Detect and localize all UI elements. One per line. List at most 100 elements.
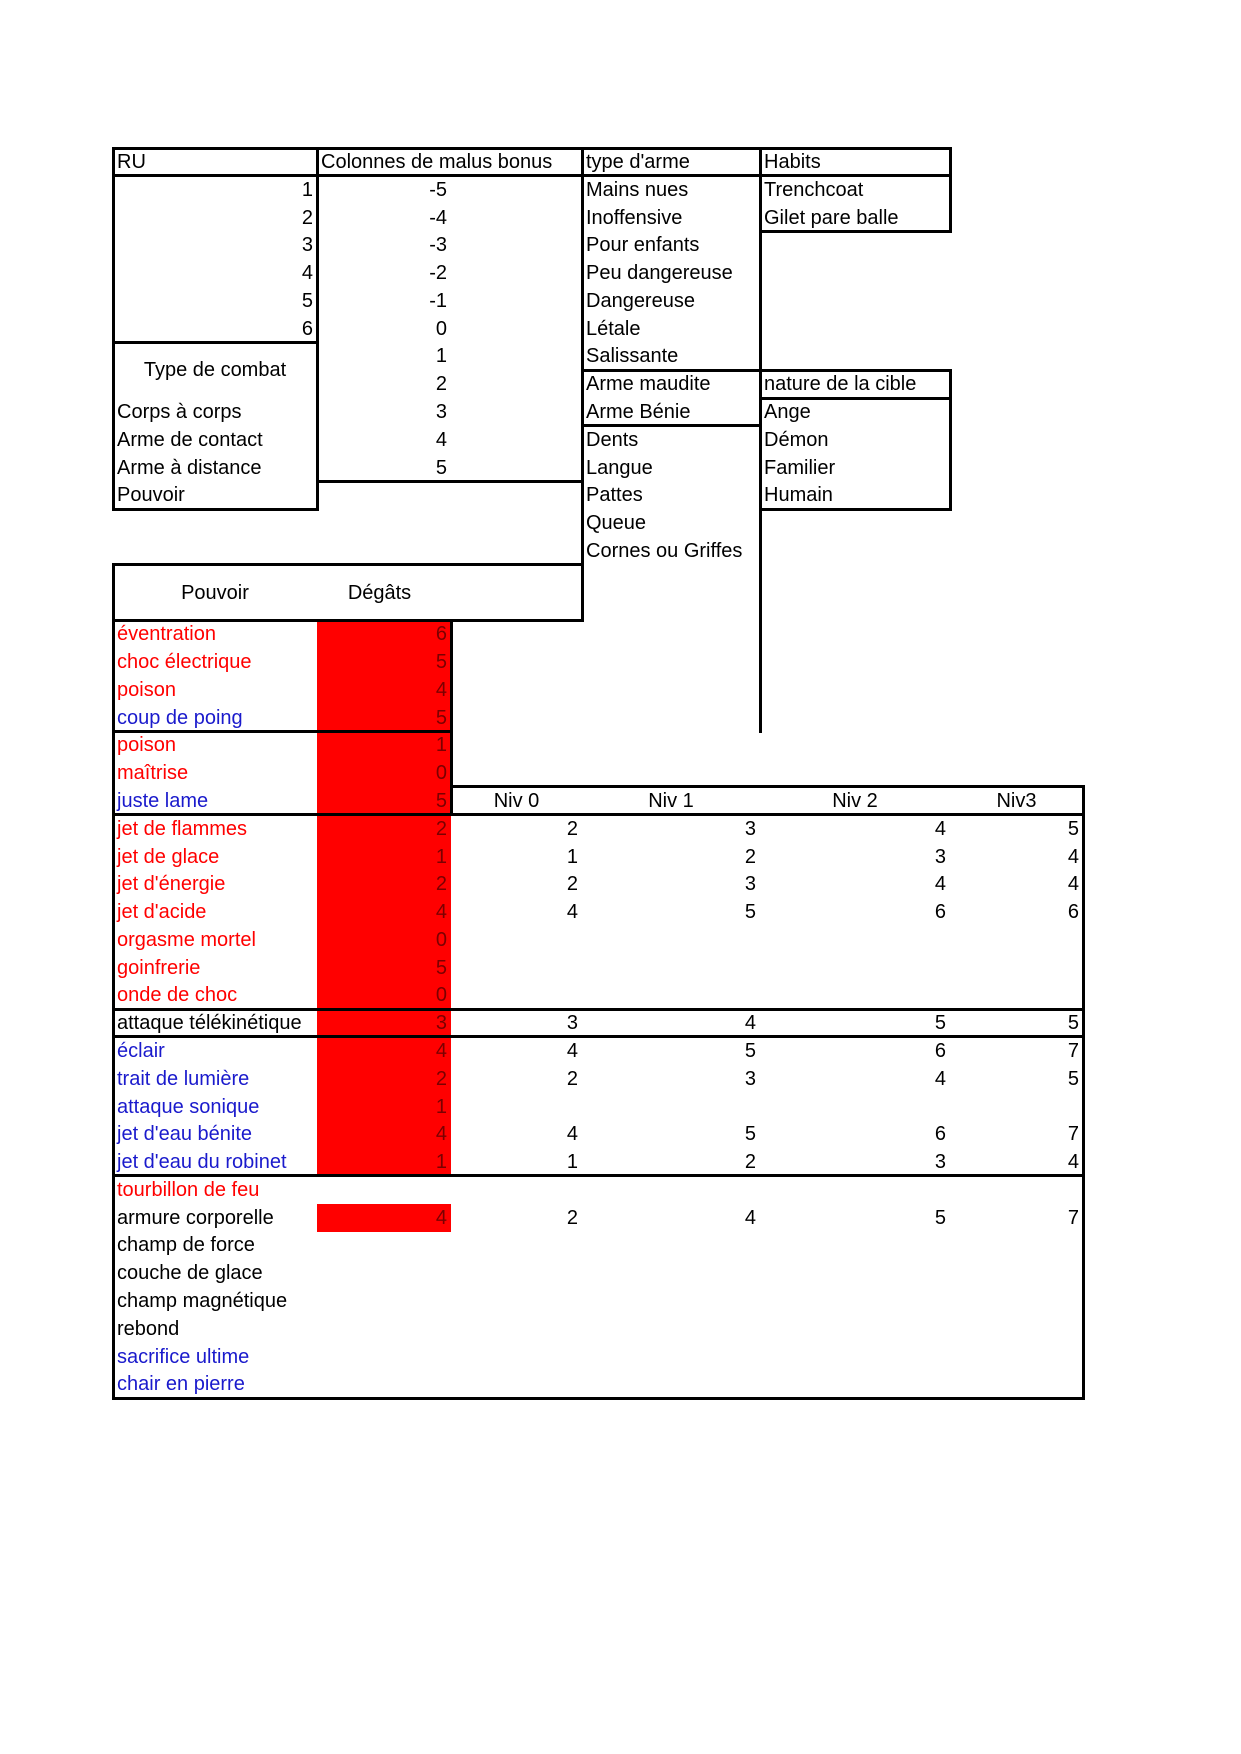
level-header: Niv 1: [648, 789, 694, 812]
damage-fill: [317, 1203, 451, 1233]
border-line: [758, 174, 952, 178]
level-value: 6: [934, 901, 946, 924]
target-nature-item: Familier: [764, 456, 836, 479]
combat-type-item: Arme à distance: [117, 456, 262, 479]
level-value: 3: [934, 1151, 946, 1174]
damage-value: 5: [435, 706, 447, 729]
power-name: jet d'eau bénite: [117, 1123, 253, 1146]
level-value: 5: [934, 1012, 946, 1035]
level-value: 3: [566, 1012, 578, 1035]
damage-fill: [317, 814, 451, 844]
weapon-natural-item: Dents: [586, 428, 639, 451]
border-line: [758, 174, 762, 233]
border-line: [315, 479, 584, 483]
power-name: orgasme mortel: [117, 928, 256, 951]
ru-header: RU: [117, 151, 146, 173]
border-line: [111, 1035, 1085, 1039]
border-line: [111, 1174, 1085, 1178]
damage-value: 4: [435, 1039, 447, 1062]
weapon-natural-item: Pattes: [586, 484, 643, 507]
malus-bonus-header: Colonnes de malus bonus: [321, 151, 553, 173]
border-line: [580, 146, 584, 178]
power-name: champ magnétique: [117, 1289, 288, 1312]
damage-value: 0: [435, 984, 447, 1007]
level-value: 4: [934, 873, 946, 896]
power-name: jet d'acide: [117, 901, 207, 924]
malus-bonus-value: 1: [435, 345, 447, 368]
damage-fill: [317, 1120, 451, 1149]
malus-bonus-value: 0: [435, 317, 447, 340]
damage-value: 3: [435, 1012, 447, 1035]
ru-value: 5: [301, 289, 313, 312]
border-line: [111, 507, 319, 511]
border-line: [111, 146, 319, 150]
weapon-type-item: Inoffensive: [586, 206, 683, 229]
level-value: 4: [744, 1012, 756, 1035]
combat-type-item: Pouvoir: [117, 484, 185, 507]
border-line: [580, 368, 584, 428]
level-value: 5: [1067, 1067, 1079, 1090]
power-name: choc électrique: [117, 651, 252, 674]
power-name: onde de choc: [117, 984, 238, 1007]
level-value: 5: [744, 901, 756, 924]
damage-value: 1: [435, 734, 447, 757]
power-name: attaque sonique: [117, 1095, 260, 1118]
border-line: [111, 1007, 1085, 1011]
damage-value: 6: [435, 623, 447, 646]
border-line: [111, 813, 1085, 817]
power-name: armure corporelle: [117, 1206, 274, 1229]
level-value: 4: [1067, 1151, 1079, 1174]
level-value: 4: [1067, 845, 1079, 868]
damage-fill: [317, 675, 451, 705]
level-value: 5: [934, 1206, 946, 1229]
border-line: [948, 368, 952, 400]
level-value: 4: [566, 1123, 578, 1146]
level-value: 7: [1067, 1039, 1079, 1062]
power-name: chair en pierre: [117, 1373, 245, 1396]
damage-value: 4: [435, 901, 447, 924]
damage-fill: [317, 759, 451, 788]
border-line: [758, 146, 762, 178]
damage-fill: [317, 786, 451, 816]
weapon-special-item: Arme maudite: [586, 373, 711, 396]
border-line: [315, 174, 319, 483]
border-line: [315, 146, 319, 178]
target-nature-header: nature de la cible: [764, 373, 917, 396]
border-line: [111, 729, 453, 733]
damage-value: 1: [435, 845, 447, 868]
border-line: [449, 785, 1085, 789]
level-header: Niv 2: [832, 789, 878, 812]
level-value: 5: [744, 1039, 756, 1062]
weapon-type-item: Salissante: [586, 345, 679, 368]
weapon-special-item: Arme Bénie: [586, 401, 691, 424]
power-name: tourbillon de feu: [117, 1178, 260, 1201]
border-line: [758, 229, 952, 233]
power-name: juste lame: [117, 789, 209, 812]
malus-bonus-value: -1: [429, 289, 447, 312]
border-line: [580, 368, 762, 372]
border-line: [580, 424, 584, 567]
combat-type-item: Arme de contact: [117, 428, 263, 451]
level-value: 2: [744, 845, 756, 868]
damage-fill: [317, 898, 451, 927]
habits-header: Habits: [764, 151, 821, 173]
damage-value: 2: [435, 817, 447, 840]
weapon-type-item: Dangereuse: [586, 289, 695, 312]
damage-value: 2: [435, 1067, 447, 1090]
combat-type-item: Corps à corps: [117, 401, 242, 424]
power-name: jet d'eau du robinet: [117, 1151, 287, 1174]
damage-value: 4: [435, 1123, 447, 1146]
malus-bonus-value: -2: [429, 262, 447, 285]
level-value: 4: [744, 1206, 756, 1229]
damage-fill: [317, 842, 451, 871]
level-value: 3: [744, 1067, 756, 1090]
weapon-type-item: Mains nues: [586, 178, 689, 201]
weapon-type-item: Pour enfants: [586, 234, 700, 257]
damage-value: 1: [435, 1095, 447, 1118]
weapon-natural-item: Cornes ou Griffes: [586, 539, 743, 562]
power-name: champ de force: [117, 1234, 255, 1257]
malus-bonus-value: 2: [435, 373, 447, 396]
level-value: 4: [1067, 873, 1079, 896]
damage-fill: [317, 1148, 451, 1177]
damage-fill: [317, 1009, 451, 1038]
